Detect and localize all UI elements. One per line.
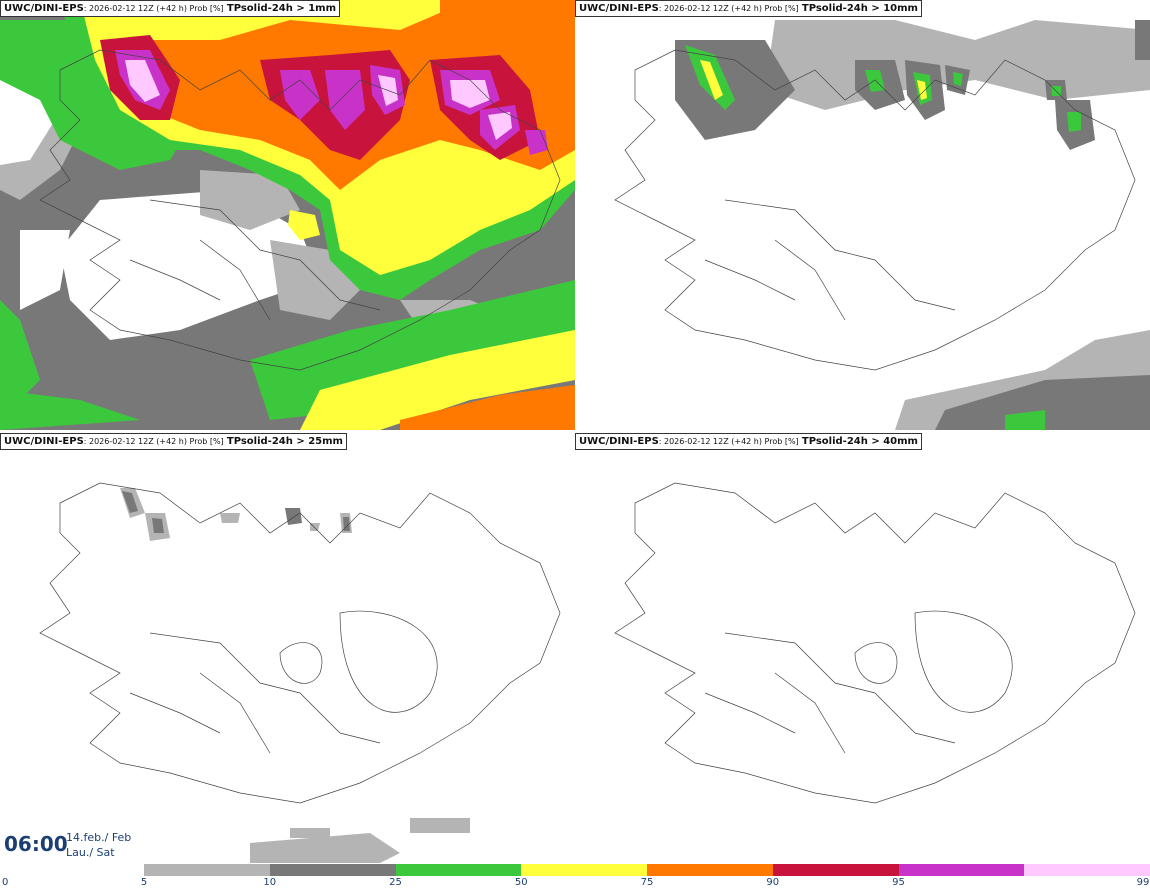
valid-time: 06:00 [4,832,68,856]
valid-date: 14.feb./ Feb Lau./ Sat [66,830,131,860]
colorbar-tick-label: 95 [892,877,905,888]
run-meta: : 2026-02-12 12Z (+42 h) Prob [%] [83,4,224,13]
colorbar-segment [898,864,1025,876]
field-name: TPsolid-24h > 25mm [226,436,343,447]
colorbar-segment [1024,864,1150,876]
valid-time-box: 06:00 14.feb./ Feb Lau./ Sat [0,826,140,864]
run-meta: : 2026-02-12 12Z (+42 h) Prob [%] [83,437,224,446]
colorbar-ticks: 0 5 10 25 50 75 90 95 99 [0,877,1150,891]
panel-title: UWC/DINI-EPS: 2026-02-12 12Z (+42 h) Pro… [0,433,347,450]
colorbar-segment [144,864,270,876]
colorbar-tick-label: 75 [640,877,654,888]
run-meta: : 2026-02-12 12Z (+42 h) Prob [%] [658,437,799,446]
colorbar-tick-label: 99 [1136,877,1150,888]
model-name: UWC/DINI-EPS [579,436,659,447]
valid-date-line2: Lau./ Sat [66,846,115,859]
map-panel-1mm: UWC/DINI-EPS: 2026-02-12 12Z (+42 h) Pro… [0,0,575,430]
probability-map-1mm [0,0,575,430]
probability-colorbar [144,864,1150,876]
panel-title: UWC/DINI-EPS: 2026-02-12 12Z (+42 h) Pro… [575,433,922,450]
panel-title: UWC/DINI-EPS: 2026-02-12 12Z (+42 h) Pro… [575,0,922,17]
map-panel-10mm: UWC/DINI-EPS: 2026-02-12 12Z (+42 h) Pro… [575,0,1150,430]
colorbar-segment [772,864,899,876]
colorbar-tick-label: 0 [2,877,9,888]
run-meta: : 2026-02-12 12Z (+42 h) Prob [%] [658,4,799,13]
colorbar-segment [647,864,773,876]
probability-map-10mm [575,0,1150,430]
field-name: TPsolid-24h > 10mm [801,3,918,14]
colorbar-tick-label: 5 [140,877,148,888]
colorbar-segment [521,864,647,876]
map-panel-25mm: UWC/DINI-EPS: 2026-02-12 12Z (+42 h) Pro… [0,433,575,863]
probability-map-25mm [0,433,575,863]
model-name: UWC/DINI-EPS [4,3,84,14]
colorbar-segment [395,864,522,876]
field-name: TPsolid-24h > 1mm [226,3,337,14]
map-panel-40mm: UWC/DINI-EPS: 2026-02-12 12Z (+42 h) Pro… [575,433,1150,863]
valid-date-line1: 14.feb./ Feb [66,831,132,844]
model-name: UWC/DINI-EPS [4,436,84,447]
colorbar-tick-label: 90 [766,877,780,888]
colorbar-tick-label: 25 [389,877,402,888]
field-name: TPsolid-24h > 40mm [801,436,918,447]
colorbar-segment [269,864,396,876]
panel-title: UWC/DINI-EPS: 2026-02-12 12Z (+42 h) Pro… [0,0,341,17]
model-name: UWC/DINI-EPS [579,3,659,14]
colorbar-tick-label: 10 [263,877,277,888]
colorbar-tick-label: 50 [514,877,528,888]
probability-map-40mm [575,433,1150,863]
